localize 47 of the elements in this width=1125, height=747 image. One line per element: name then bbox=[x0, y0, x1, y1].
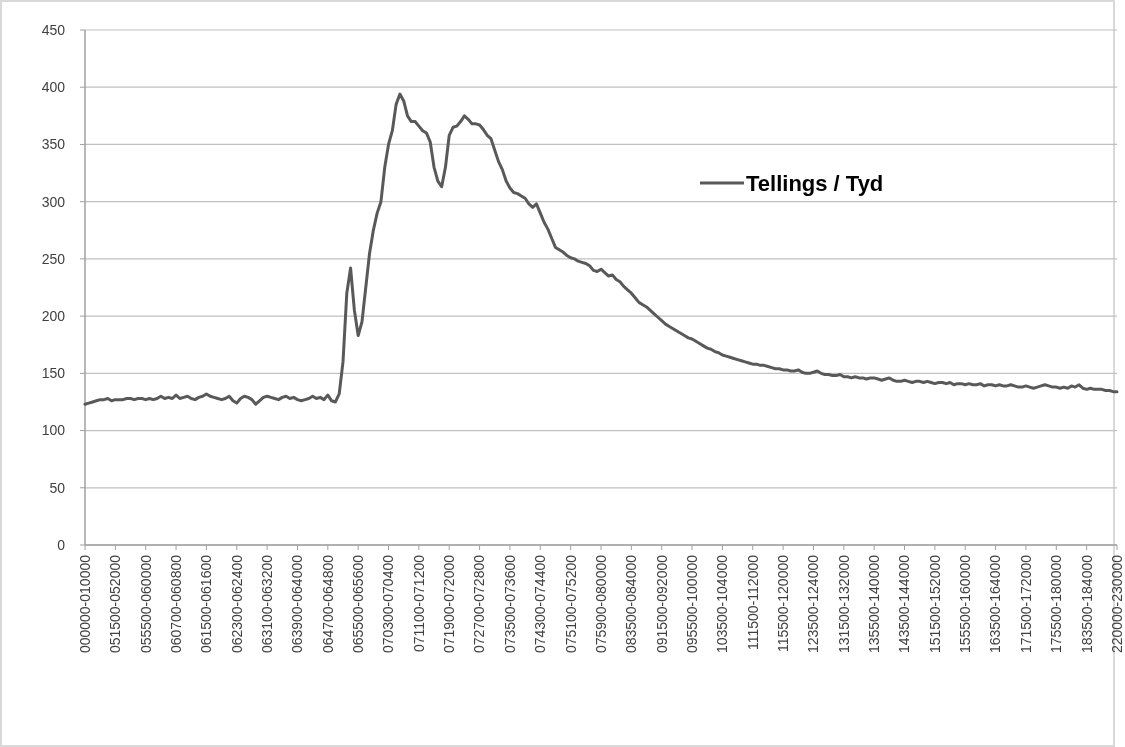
y-tick-label: 100 bbox=[41, 422, 66, 439]
x-tick-label: 091500-092000 bbox=[653, 554, 670, 654]
x-tick-label: 135500-140000 bbox=[866, 554, 883, 654]
y-tick-label: 300 bbox=[41, 193, 66, 210]
x-tick-label: 071100-071200 bbox=[410, 554, 427, 653]
x-tick-label: 075100-075200 bbox=[562, 554, 579, 654]
x-tick-label: 060700-060800 bbox=[167, 554, 184, 654]
x-tick-label: 151500-152000 bbox=[926, 554, 943, 654]
x-tick-label: 063100-063200 bbox=[259, 554, 276, 654]
x-tick-label: 000000-010000 bbox=[76, 554, 93, 654]
x-tick-label: 061500-061600 bbox=[198, 554, 215, 654]
y-tick-label: 150 bbox=[41, 365, 66, 382]
x-tick-label: 051500-052000 bbox=[107, 554, 124, 654]
y-tick-label: 400 bbox=[41, 79, 66, 96]
x-tick-label: 073500-073600 bbox=[501, 554, 518, 654]
x-tick-label: 155500-160000 bbox=[957, 554, 974, 654]
x-tick-label: 095500-100000 bbox=[683, 554, 700, 654]
y-tick-label: 250 bbox=[41, 250, 66, 267]
x-tick-label: 123500-124000 bbox=[805, 554, 822, 654]
x-tick-label: 072700-072800 bbox=[471, 554, 488, 654]
y-tick-label: 450 bbox=[41, 21, 66, 38]
x-tick-label: 062300-062400 bbox=[228, 554, 245, 654]
x-tick-label: 083500-084000 bbox=[623, 554, 640, 654]
x-tick-label: 075900-080000 bbox=[592, 554, 609, 654]
legend-label: Tellings / Tyd bbox=[746, 170, 884, 196]
y-tick-label: 200 bbox=[41, 308, 66, 325]
x-tick-label: 070300-070400 bbox=[380, 554, 397, 654]
x-tick-label: 183500-184000 bbox=[1078, 554, 1095, 654]
x-tick-label: 143500-144000 bbox=[896, 554, 913, 654]
x-tick-label: 111500-112000 bbox=[744, 554, 761, 650]
x-tick-label: 074300-074400 bbox=[532, 554, 549, 654]
x-tick-label: 055500-060000 bbox=[137, 554, 154, 654]
x-tick-label: 131500-132000 bbox=[835, 554, 852, 654]
x-tick-label: 175500-180000 bbox=[1048, 554, 1065, 654]
x-tick-label: 171500-172000 bbox=[1017, 554, 1034, 654]
x-tick-label: 115500-120000 bbox=[775, 554, 792, 653]
y-tick-label: 350 bbox=[41, 136, 66, 153]
x-tick-label: 071900-072000 bbox=[441, 554, 458, 654]
x-tick-label: 063900-064000 bbox=[289, 554, 306, 654]
x-tick-label: 220000-230000 bbox=[1108, 554, 1125, 654]
x-tick-label: 065500-065600 bbox=[350, 554, 367, 654]
line-series bbox=[83, 92, 1119, 406]
x-tick-label: 064700-064800 bbox=[319, 554, 336, 654]
y-tick-label: 50 bbox=[49, 479, 66, 496]
x-tick-label: 103500-104000 bbox=[714, 554, 731, 654]
y-tick-label: 0 bbox=[57, 536, 66, 553]
x-tick-label: 163500-164000 bbox=[987, 554, 1004, 654]
